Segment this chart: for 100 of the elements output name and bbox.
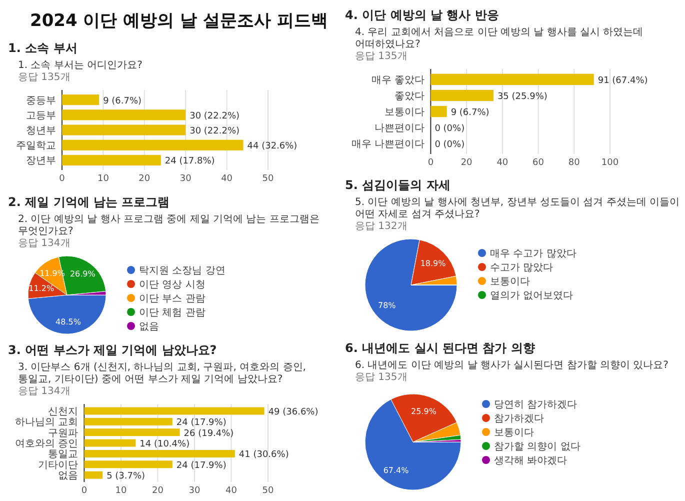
x-tick-label: 0 bbox=[59, 174, 66, 184]
data-label: 24 (17.8%) bbox=[164, 156, 215, 167]
text: 응답 132개 bbox=[355, 221, 408, 232]
chart-title: 2. 제일 기억에 남는 프로그램 bbox=[8, 195, 170, 209]
legend-label: 생각해 봐야겠다 bbox=[494, 456, 568, 466]
data-label: 26 (19.4%) bbox=[184, 428, 234, 439]
bar bbox=[84, 407, 264, 415]
legend-label: 보통이다 bbox=[494, 428, 534, 438]
pie-slice bbox=[364, 238, 458, 332]
bar bbox=[62, 140, 244, 150]
y-tick-label: 여호와의 증인 bbox=[15, 438, 78, 450]
data-label: 5 (3.7%) bbox=[106, 472, 146, 482]
legend-label: 이단 영상 시청 bbox=[139, 280, 206, 290]
data-label: 44 (32.6%) bbox=[247, 142, 298, 152]
chart-title: 1. 소속 부서 bbox=[8, 41, 78, 55]
bar bbox=[62, 110, 186, 120]
x-tick-label: 30 bbox=[180, 174, 192, 184]
chart-subtitle: 3. 이단부스 6개 (신천지, 하나님의 교회, 구원파, 여호와의 증인, 통일교, 기타이단) 중에 어떤 부스가 제일 기억에 남았나요? bbox=[18, 362, 306, 385]
bar bbox=[84, 428, 180, 436]
bar bbox=[84, 460, 172, 468]
x-tick-label: 40 bbox=[226, 486, 238, 496]
data-label: 9 (6.7%) bbox=[103, 96, 142, 106]
data-label: 41 (30.6%) bbox=[238, 450, 289, 460]
legend-label: 보통이다 bbox=[490, 276, 530, 288]
text: 응답 135개 bbox=[18, 72, 70, 83]
data-label: 18.9% bbox=[420, 258, 446, 268]
x-tick-label: 20 bbox=[138, 174, 150, 184]
y-tick-label: 기타이단 bbox=[38, 460, 78, 471]
chart-subtitle: 6. 내년에도 이단 예방의 날 행사가 실시된다면 참가할 의향이 있나요? bbox=[355, 360, 668, 371]
legend-label: 열의가 없어보였다 bbox=[490, 290, 574, 302]
data-label: 0 (0%) bbox=[434, 124, 465, 134]
data-label: 78% bbox=[378, 300, 396, 310]
legend-label: 참가하겠다 bbox=[494, 414, 544, 424]
x-tick-label: 100 bbox=[601, 158, 619, 168]
x-tick-label: 0 bbox=[428, 158, 434, 168]
data-label: 30 (22.2%) bbox=[190, 126, 240, 136]
y-tick-label: 신천지 bbox=[48, 406, 78, 418]
data-label: 24 (17.9%) bbox=[176, 418, 226, 428]
legend-label: 이단 체험 관람 bbox=[139, 308, 206, 318]
chart-title: 6. 내년에도 실시 된다면 참가 의향 bbox=[345, 341, 535, 355]
text: 응답 135개 bbox=[355, 372, 408, 383]
data-label: 30 (22.2%) bbox=[190, 111, 240, 122]
data-label: 91 (67.4%) bbox=[598, 76, 648, 86]
bar bbox=[62, 124, 186, 136]
chart-title: 4. 이단 예방의 날 행사 반응 bbox=[345, 8, 499, 22]
y-tick-label: 주일학교 bbox=[16, 140, 56, 152]
text: 응답 134개 bbox=[18, 238, 70, 249]
y-tick-label: 통일교 bbox=[48, 449, 78, 460]
chart-subtitle: 5. 이단 예방의 날 행사에 청년부, 장년부 성도들이 섬겨 주셨는데 이들이 어떤 자세로 섬겨 주셨나요? bbox=[355, 197, 680, 220]
data-label: 9 (6.7%) bbox=[450, 108, 490, 118]
y-tick-label: 구원파 bbox=[48, 428, 78, 439]
x-tick-label: 0 bbox=[81, 486, 88, 496]
x-tick-label: 60 bbox=[532, 158, 544, 168]
x-tick-label: 20 bbox=[460, 158, 473, 168]
data-label: 67.4% bbox=[383, 466, 410, 475]
chart-subtitle: 1. 소속 부서는 어디인가요? bbox=[18, 60, 142, 71]
y-tick-label: 매우 나쁜편이다 bbox=[352, 139, 425, 150]
bar bbox=[430, 90, 494, 102]
legend-label: 당연히 참가하겠다 bbox=[494, 400, 578, 410]
x-tick-label: 30 bbox=[188, 486, 200, 496]
chart-subtitle: 2. 이단 예방의 날 행사 프로그램 중에 제일 기억에 남는 프로그램은 무엇인가요? bbox=[18, 214, 320, 237]
legend-label: 참가할 의향이 없다 bbox=[494, 442, 580, 452]
bar bbox=[84, 471, 103, 479]
bar bbox=[84, 450, 235, 458]
x-tick-label: 10 bbox=[115, 486, 127, 496]
legend-label: 수고가 많았다 bbox=[490, 262, 554, 274]
bar bbox=[62, 154, 161, 166]
bar bbox=[430, 106, 447, 118]
y-tick-label: 보통이다 bbox=[384, 107, 425, 118]
chart-subtitle: 4. 우리 교회에서 처음으로 이단 예방의 날 행사를 실시 하였는데 어떠하였나요? bbox=[355, 27, 644, 50]
chart-title: 5. 섬김이들의 자세 bbox=[345, 178, 450, 192]
bar bbox=[430, 74, 594, 86]
data-label: 14 (10.4%) bbox=[140, 440, 190, 450]
legend-label: 이단 부스 관람 bbox=[139, 294, 206, 304]
bar bbox=[84, 418, 172, 426]
data-label: 0 (0%) bbox=[434, 140, 465, 150]
text: 응답 135개 bbox=[355, 51, 408, 62]
data-label: 26.9% bbox=[70, 270, 96, 279]
x-tick-label: 20 bbox=[152, 486, 164, 496]
legend-label: 매우 수고가 많았다 bbox=[490, 248, 576, 260]
bar bbox=[84, 439, 136, 447]
y-tick-label: 하나님의 교회 bbox=[15, 417, 78, 428]
y-tick-label: 매우 좋았다 bbox=[372, 74, 425, 86]
data-label: 35 (25.9%) bbox=[497, 92, 548, 102]
data-label: 49 (36.6%) bbox=[268, 407, 318, 418]
data-label: 48.5% bbox=[56, 317, 82, 326]
text: 2024 이단 예방의 날 설문조사 피드백 bbox=[30, 11, 328, 31]
data-label: 25.9% bbox=[411, 407, 437, 416]
legend-label: 탁지원 소장님 강연 bbox=[139, 266, 226, 276]
y-tick-label: 장년부 bbox=[26, 156, 56, 167]
y-tick-label: 고등부 bbox=[26, 110, 56, 122]
chart-title: 3. 어떤 부스가 제일 기억에 남았나요? bbox=[8, 343, 217, 357]
data-label: 24 (17.9%) bbox=[176, 460, 226, 471]
legend-label: 없음 bbox=[139, 322, 159, 332]
x-tick-label: 10 bbox=[97, 174, 110, 184]
text: 응답 134개 bbox=[18, 386, 70, 397]
y-tick-label: 청년부 bbox=[26, 126, 56, 136]
y-tick-label: 없음 bbox=[58, 470, 78, 482]
data-label: 11.2% bbox=[28, 284, 54, 294]
x-tick-label: 40 bbox=[221, 174, 233, 184]
